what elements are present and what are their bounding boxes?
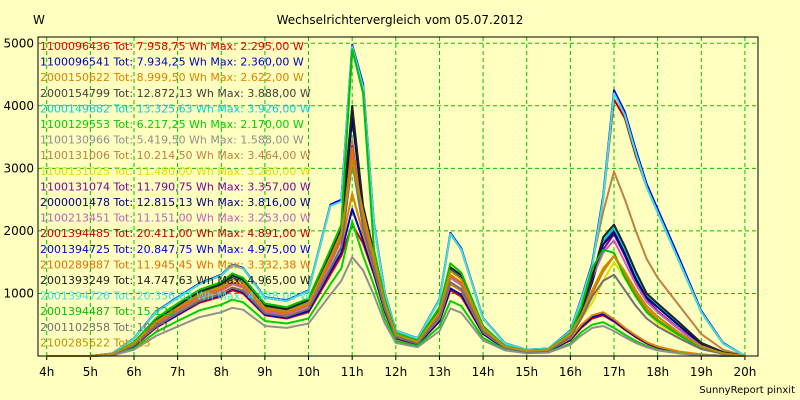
legend-entry: 1100096541 Tot: 7.934,25 Wh Max: 2.360,0…	[40, 56, 304, 69]
y-tick-label: 5000	[3, 36, 34, 50]
legend-entry: 2001394726 Tot: 20.356,63 Wh Max: 4.958,…	[40, 290, 311, 303]
legend-entry: 2001393249 Tot: 14.747,63 Wh Max: 4.965,…	[40, 274, 311, 287]
x-tick-label: 6h	[126, 365, 141, 379]
y-tick-label: 3000	[3, 161, 34, 175]
legend-entry: 1100096436 Tot: 7.958,75 Wh Max: 2.295,0…	[40, 40, 304, 53]
y-tick-label: 4000	[3, 99, 34, 113]
legend: 1100096436 Tot: 7.958,75 Wh Max: 2.295,0…	[40, 40, 311, 349]
legend-entry: 2100285622 Tot: 13	[40, 336, 151, 349]
y-tick-label: 2000	[3, 224, 34, 238]
legend-entry: 1100129553 Tot: 6.217,25 Wh Max: 2.170,0…	[40, 118, 304, 131]
x-tick-label: 20h	[733, 365, 756, 379]
legend-entry: 2000150622 Tot: 8.999,50 Wh Max: 2.622,0…	[40, 71, 304, 84]
legend-entry: 1100213451 Tot: 11.151,00 Wh Max: 3.253,…	[40, 212, 311, 225]
series-lines	[46, 43, 746, 357]
x-tick-label: 16h	[559, 365, 582, 379]
x-tick-label: 4h	[39, 365, 54, 379]
x-tick-label: 19h	[690, 365, 713, 379]
x-tick-label: 14h	[472, 365, 495, 379]
legend-entry: 2000001478 Tot: 12.815,13 Wh Max: 3.816,…	[40, 196, 311, 209]
x-axis-ticks: 4h 5h 6h 7h 8h 9h 10h 11h 12h 13h 14h 15h 16h 17h 18h 1…	[39, 356, 756, 379]
legend-entry: 1100131006 Tot: 10.214,50 Wh Max: 3.464,…	[40, 149, 311, 162]
credit-text: SunnyReport pinxit	[699, 385, 795, 396]
x-tick-label: 9h	[257, 365, 272, 379]
y-axis-unit-label: W	[33, 13, 45, 27]
legend-entry: 2001394725 Tot: 20.847,75 Wh Max: 4.975,…	[40, 243, 311, 256]
x-tick-label: 13h	[428, 365, 451, 379]
legend-entry: 2001102358 Tot: 10.17	[40, 321, 168, 334]
legend-entry: 1100130966 Tot: 5.419,50 Wh Max: 1.588,0…	[40, 134, 304, 147]
y-axis-ticks: 1000 2000 3000 4000 5000	[3, 36, 34, 300]
plot-frame	[37, 36, 759, 357]
x-tick-label: 8h	[214, 365, 229, 379]
legend-entry: 2000154799 Tot: 12.872,13 Wh Max: 3.888,…	[40, 87, 311, 100]
legend-entry: 2000149882 Tot: 13.325,63 Wh Max: 3.926,…	[40, 102, 311, 115]
series-line	[46, 159, 746, 357]
y-tick-label: 1000	[3, 286, 34, 300]
legend-entry: 1100131074 Tot: 11.790,75 Wh Max: 3.357,…	[40, 180, 311, 193]
grid-lines	[38, 37, 758, 356]
x-tick-label: 5h	[83, 365, 98, 379]
legend-entry: 2100289887 Tot: 11.945,45 Wh Max: 3.332,…	[40, 258, 311, 271]
x-tick-label: 10h	[297, 365, 320, 379]
x-tick-label: 17h	[603, 365, 626, 379]
x-tick-label: 18h	[646, 365, 669, 379]
series-line	[46, 45, 746, 357]
series-line	[46, 256, 745, 357]
series-line	[46, 161, 746, 357]
legend-entry: 1100131025 Tot: 11.480,00 Wh Max: 3.280,…	[40, 165, 311, 178]
legend-entry: 2001394487 Tot: 15.125	[40, 305, 175, 318]
legend-entry: 2001394485 Tot: 20.411,00 Wh Max: 4.891,…	[40, 227, 311, 240]
x-tick-label: 12h	[384, 365, 407, 379]
x-tick-label: 11h	[341, 365, 364, 379]
chart-title: Wechselrichtervergleich vom 05.07.2012	[277, 13, 524, 27]
x-tick-label: 7h	[170, 365, 185, 379]
x-tick-label: 15h	[515, 365, 538, 379]
